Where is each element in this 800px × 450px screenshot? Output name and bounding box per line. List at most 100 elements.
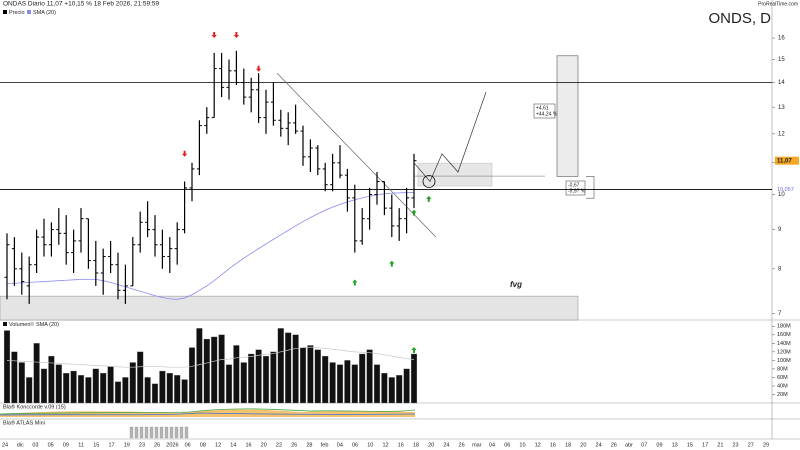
x-tick-label: 20 bbox=[261, 442, 267, 448]
x-tick-label: 03 bbox=[32, 442, 38, 448]
x-tick-label: 23 bbox=[139, 442, 145, 448]
volume-bar bbox=[77, 375, 85, 404]
volume-bar bbox=[233, 345, 240, 404]
y-tick-label: 15 bbox=[778, 57, 785, 63]
volume-bar bbox=[33, 343, 40, 404]
volume-bar bbox=[396, 375, 403, 404]
volume-bar bbox=[70, 370, 77, 404]
volume-y-tick-label: 40M bbox=[777, 383, 788, 389]
legend-swatch bbox=[30, 322, 34, 326]
volume-bar bbox=[240, 362, 247, 404]
volume-bar bbox=[381, 373, 388, 404]
fvg-label: fvg bbox=[510, 280, 522, 289]
x-tick-label: dic bbox=[17, 442, 24, 448]
x-tick-label: 18 bbox=[565, 442, 571, 448]
trendline bbox=[276, 72, 437, 238]
volume-bar bbox=[344, 360, 351, 404]
y-tick-label: 7 bbox=[778, 311, 782, 317]
range-box bbox=[417, 162, 493, 187]
measure-label-box bbox=[565, 180, 586, 196]
volume-bar bbox=[48, 355, 55, 404]
sell-arrow bbox=[182, 150, 188, 157]
x-tick-label: 14 bbox=[230, 442, 236, 448]
volume-bar bbox=[203, 338, 210, 404]
volume-bar bbox=[137, 351, 144, 404]
volume-bar bbox=[225, 364, 233, 404]
x-tick-label: 06 bbox=[504, 442, 510, 448]
x-tick-label: 10 bbox=[367, 442, 373, 448]
buy-arrow bbox=[389, 260, 395, 267]
volume-bar bbox=[174, 375, 181, 404]
volume-bar bbox=[299, 347, 307, 404]
volume-bar bbox=[40, 368, 48, 404]
x-tick-label: 12 bbox=[382, 442, 388, 448]
konccorde-area bbox=[0, 408, 416, 417]
measure-change: -0,67 bbox=[568, 182, 580, 188]
volume-bar bbox=[403, 368, 410, 404]
last-price-tag bbox=[775, 156, 799, 165]
volume-bar bbox=[292, 334, 299, 404]
volume-bar bbox=[196, 328, 203, 404]
x-tick-label: 08 bbox=[200, 442, 206, 448]
volume-bar bbox=[114, 381, 122, 404]
volume-bar bbox=[388, 377, 395, 404]
sell-arrow bbox=[256, 65, 262, 72]
volume-bar bbox=[159, 370, 166, 404]
header: ONDAS Diario 11,07 +10,15 % 18 Feb 2026,… bbox=[3, 1, 160, 8]
x-tick-label: 15 bbox=[93, 442, 99, 448]
volume-bar bbox=[262, 355, 270, 404]
volume-y-tick-label: 160M bbox=[777, 332, 791, 338]
volume-bar bbox=[270, 351, 277, 404]
buy-arrow bbox=[352, 279, 358, 286]
x-tick-label: 26 bbox=[459, 442, 465, 448]
legend-label: SMA (20) bbox=[33, 10, 56, 16]
volume-sma-line bbox=[6, 346, 415, 368]
measure-box bbox=[556, 55, 579, 177]
volume-y-tick-label: 80M bbox=[777, 366, 788, 372]
volume-y-tick-label: 120M bbox=[777, 349, 791, 355]
y-tick-label: 13 bbox=[778, 105, 785, 111]
y-tick-label: 9 bbox=[778, 227, 782, 233]
x-tick-label: 23 bbox=[732, 442, 738, 448]
volume-y-tick-label: 140M bbox=[777, 341, 791, 347]
x-tick-label: 26 bbox=[154, 442, 160, 448]
volume-bar bbox=[18, 362, 25, 404]
x-tick-label: mar bbox=[472, 442, 482, 448]
x-tick-label: 2026 bbox=[166, 442, 178, 448]
fvg-zone bbox=[0, 295, 579, 321]
x-tick-label: 24 bbox=[2, 442, 8, 448]
measure-percent: -5,97 % bbox=[568, 188, 586, 194]
x-tick-label: 06 bbox=[185, 442, 191, 448]
volume-bar bbox=[366, 349, 373, 404]
x-tick-label: abr bbox=[625, 442, 633, 448]
volume-bar bbox=[85, 377, 92, 404]
volume-bar bbox=[255, 349, 262, 404]
x-tick-label: 16 bbox=[550, 442, 556, 448]
volume-bar bbox=[3, 330, 11, 404]
x-tick-label: 04 bbox=[489, 442, 495, 448]
measure-bracket bbox=[586, 176, 595, 199]
x-tick-label: 12 bbox=[535, 442, 541, 448]
measure-label-box bbox=[533, 103, 556, 119]
volume-bar bbox=[144, 377, 151, 404]
x-tick-label: 17 bbox=[702, 442, 708, 448]
sell-arrow bbox=[211, 32, 217, 39]
volume-bar bbox=[181, 379, 188, 404]
watermark: ProRealTime.com bbox=[758, 1, 798, 7]
buy-arrow bbox=[426, 195, 432, 202]
projection-line bbox=[413, 92, 487, 183]
measure-percent: +44,24 % bbox=[536, 111, 558, 117]
buy-arrow bbox=[411, 209, 417, 216]
measure-change: +4,61 bbox=[536, 105, 549, 111]
legend-swatch bbox=[3, 10, 7, 14]
volume-bar bbox=[218, 334, 225, 404]
x-tick-label: 19 bbox=[124, 442, 130, 448]
volume-bar bbox=[100, 373, 107, 404]
x-tick-label: 15 bbox=[687, 442, 693, 448]
volume-bar bbox=[277, 328, 284, 404]
x-tick-label: 26 bbox=[291, 442, 297, 448]
volume-bar bbox=[92, 368, 99, 404]
x-tick-label: 09 bbox=[656, 442, 662, 448]
x-tick-label: 12 bbox=[215, 442, 221, 448]
x-tick-label: 21 bbox=[717, 442, 723, 448]
